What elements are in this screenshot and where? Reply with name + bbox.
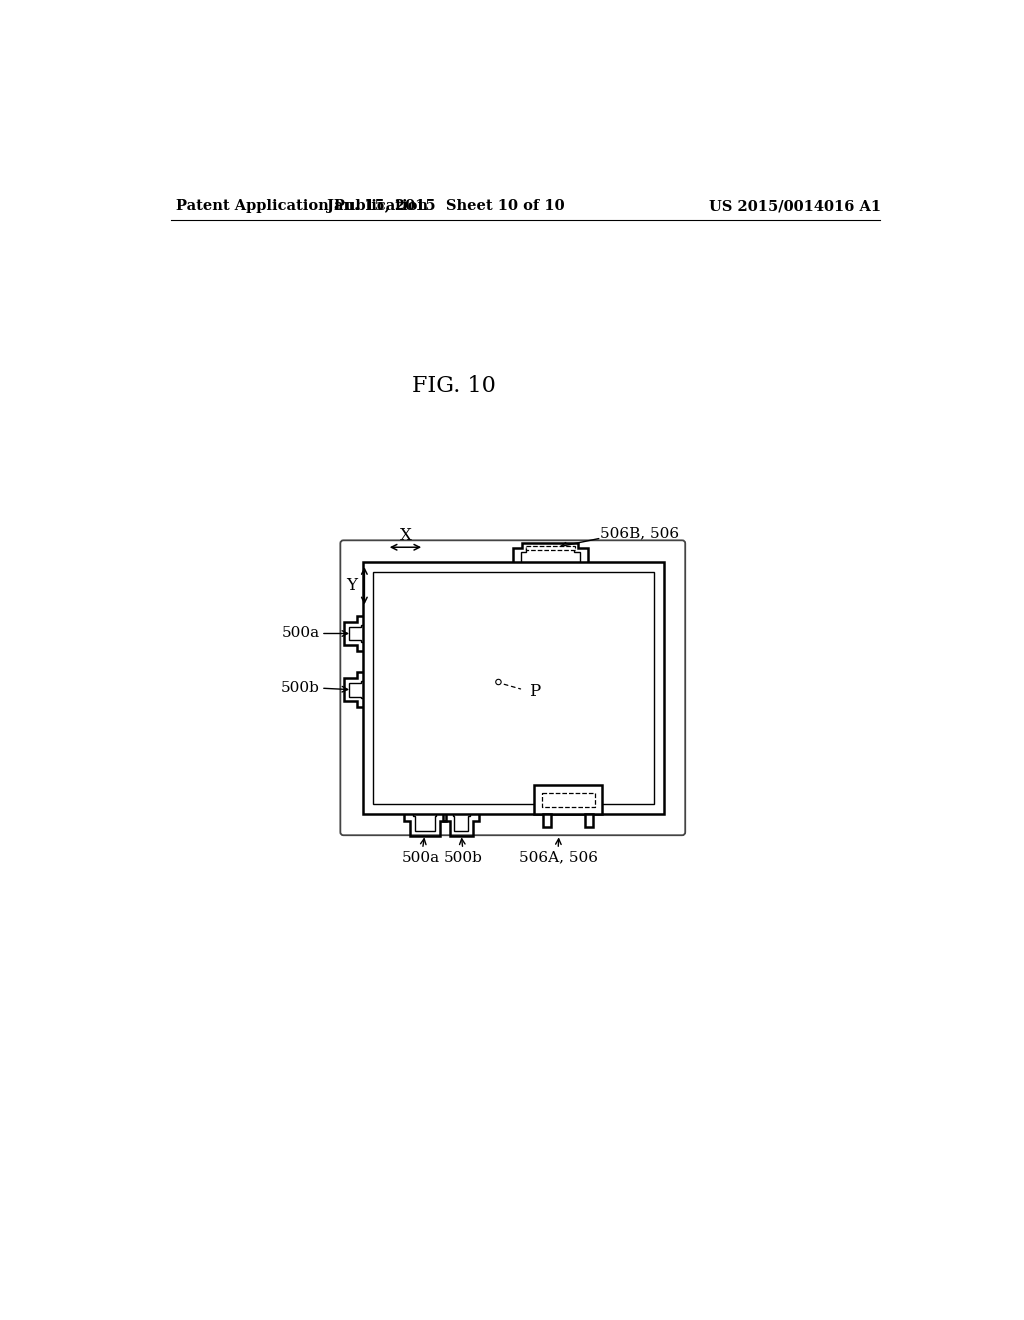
Bar xyxy=(542,793,595,807)
Bar xyxy=(535,785,602,814)
Text: 500b: 500b xyxy=(443,850,482,865)
Text: FIG. 10: FIG. 10 xyxy=(412,375,496,396)
Text: Jan. 15, 2015  Sheet 10 of 10: Jan. 15, 2015 Sheet 10 of 10 xyxy=(327,199,564,213)
Bar xyxy=(362,562,665,814)
Circle shape xyxy=(496,680,501,685)
Text: 500a: 500a xyxy=(282,627,319,640)
Bar xyxy=(373,572,654,804)
Bar xyxy=(586,814,593,826)
Text: 500a: 500a xyxy=(401,850,440,865)
Text: 500b: 500b xyxy=(281,681,319,696)
Text: X: X xyxy=(399,527,412,544)
Bar xyxy=(525,546,575,549)
Bar xyxy=(544,814,551,826)
Text: Y: Y xyxy=(346,577,357,594)
Text: US 2015/0014016 A1: US 2015/0014016 A1 xyxy=(710,199,882,213)
Text: Patent Application Publication: Patent Application Publication xyxy=(176,199,428,213)
Text: P: P xyxy=(529,682,541,700)
Text: 506A, 506: 506A, 506 xyxy=(518,850,598,865)
Text: 506B, 506: 506B, 506 xyxy=(600,527,679,540)
